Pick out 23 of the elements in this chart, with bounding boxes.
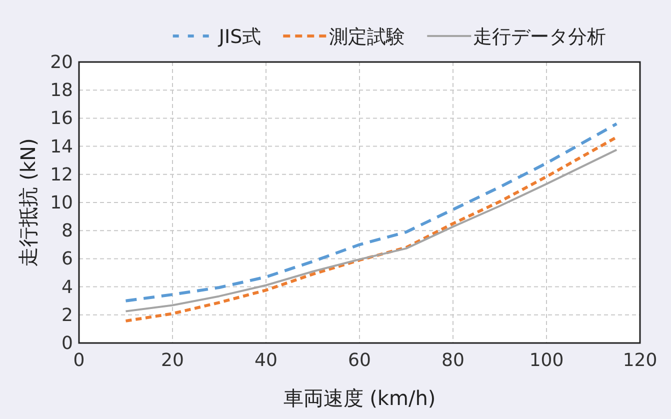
y-tick-label: 12 xyxy=(50,164,73,186)
y-tick-label: 0 xyxy=(62,333,73,354)
y-tick-label: 2 xyxy=(62,304,73,326)
y-tick-label: 10 xyxy=(50,192,73,214)
x-axis-title: 車両速度 (km/h) xyxy=(283,386,436,410)
y-tick-label: 14 xyxy=(50,136,73,158)
y-tick-label: 8 xyxy=(62,220,73,242)
legend-label: JIS式 xyxy=(218,26,262,48)
x-tick-label: 60 xyxy=(348,350,371,371)
x-tick-label: 120 xyxy=(622,350,658,371)
legend-label: 走行データ分析 xyxy=(473,26,606,48)
legend-label: 測定試験 xyxy=(329,26,406,48)
y-tick-label: 20 xyxy=(50,52,73,73)
y-axis-title: 走行抵抗 (kN) xyxy=(16,138,40,267)
x-tick-label: 100 xyxy=(529,350,564,371)
y-tick-label: 6 xyxy=(62,248,73,270)
line-series xyxy=(124,122,618,302)
x-tick-label: 40 xyxy=(254,350,278,371)
x-tick-label: 20 xyxy=(161,350,184,371)
y-tick-label: 16 xyxy=(50,108,73,130)
y-tick-label: 4 xyxy=(62,276,73,298)
y-tick-label: 18 xyxy=(50,80,73,102)
x-tick-label: 80 xyxy=(442,350,464,371)
